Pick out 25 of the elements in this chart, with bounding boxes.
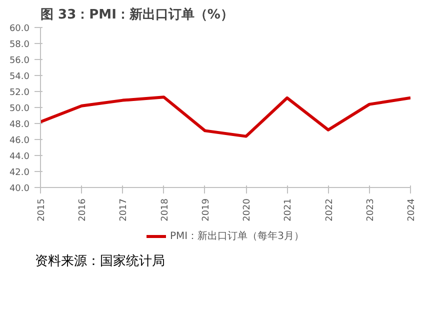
y-tick-label: 48.0 bbox=[9, 120, 30, 130]
x-tick-label: 2018 bbox=[160, 198, 170, 222]
y-tick-label: 42.0 bbox=[9, 168, 30, 178]
x-tick-label: 2017 bbox=[119, 198, 130, 222]
y-tick-label: 60.0 bbox=[9, 24, 30, 34]
x-tick-label: 2023 bbox=[366, 198, 376, 222]
y-tick-label: 44.0 bbox=[9, 152, 30, 162]
y-tick-label: 46.0 bbox=[9, 136, 30, 146]
line-series bbox=[40, 96, 410, 138]
x-tick-label: 2022 bbox=[324, 198, 335, 222]
x-tick-label: 2020 bbox=[242, 198, 253, 222]
y-tick-label: 58.0 bbox=[9, 40, 30, 50]
y-tick-label: 50.0 bbox=[9, 104, 30, 114]
y-tick-label: 54.0 bbox=[9, 72, 30, 82]
chart-title: 图 33：PMI：新出口订单（%） bbox=[40, 6, 234, 22]
y-tick-label: 52.0 bbox=[9, 88, 30, 98]
y-tick-label: 40.0 bbox=[9, 184, 30, 194]
x-tick-label: 2015 bbox=[37, 198, 47, 222]
x-tick-label: 2021 bbox=[284, 198, 294, 222]
x-tick-label: 2024 bbox=[407, 198, 417, 222]
y-tick-label: 56.0 bbox=[9, 56, 30, 66]
x-tick-label: 2016 bbox=[78, 198, 88, 222]
x-tick-label: 2019 bbox=[201, 198, 212, 222]
text: 资料来源：国家统计局 bbox=[35, 253, 165, 271]
legend-label: PMI：新出口订单（每年3月） bbox=[170, 230, 304, 243]
